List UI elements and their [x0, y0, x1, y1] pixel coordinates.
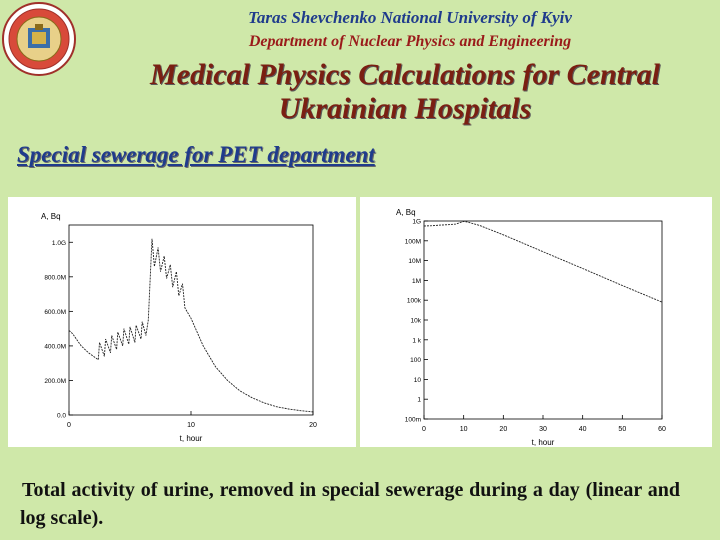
y-tick-label: 10M [408, 258, 421, 265]
x-tick-label: 40 [579, 426, 587, 433]
y-tick-label: 400.0M [44, 343, 66, 350]
x-tick-label: 30 [539, 426, 547, 433]
department-name: Department of Nuclear Physics and Engine… [248, 33, 572, 50]
x-axis-label: t, hour [180, 434, 203, 443]
section-heading-row: Special sewerage for PET department [14, 142, 375, 168]
y-tick-label: 1.0G [52, 240, 66, 247]
y-tick-label: 200.0M [44, 378, 66, 385]
slide-title: Medical Physics Calculations for Central… [149, 58, 661, 125]
x-tick-label: 0 [422, 426, 426, 433]
y-tick-label: 1 k [412, 337, 421, 344]
plot-frame [423, 220, 663, 420]
y-tick-label: 0.0 [57, 413, 66, 420]
x-axis-label: t, hour [532, 438, 555, 447]
linear-chart-panel: A, Bq t, hour 0 10 20 0.0 200.0M 400.0M 600.0M 80… [8, 197, 356, 447]
university-name: Taras Shevchenko National University of … [248, 8, 572, 27]
log-chart-panel: A, Bq t, hour 0 10 20 30 40 50 60 100m 1 10 100 1 k 10… [360, 197, 712, 447]
x-tick-label: 50 [618, 426, 626, 433]
x-tick-label: 10 [460, 426, 468, 433]
x-tick-label: 20 [499, 426, 507, 433]
y-tick-label: 600.0M [44, 309, 66, 316]
y-tick-label: 1 [417, 397, 421, 404]
activity-series-line [68, 238, 314, 413]
y-axis-label: A, Bq [396, 208, 416, 217]
y-tick-label: 10 [414, 377, 422, 384]
section-heading: Special sewerage for PET department [17, 142, 375, 167]
y-tick-label: 100M [405, 238, 421, 245]
log-activity-chart: A, Bq t, hour 0 10 20 30 40 50 60 100m 1 10 100 1 k 10… [396, 208, 666, 447]
activity-series-line [423, 220, 663, 303]
y-tick-label: 800.0M [44, 274, 66, 281]
y-tick-label: 100m [405, 417, 421, 424]
linear-activity-chart: A, Bq t, hour 0 10 20 0.0 200.0M 400.0M 600.0M 80… [41, 212, 317, 443]
x-tick-label: 20 [309, 422, 317, 429]
x-tick-label: 60 [658, 426, 666, 433]
university-logo [2, 2, 76, 76]
y-tick-label: 10k [411, 318, 422, 325]
plot-frame [68, 224, 314, 416]
x-tick-label: 10 [187, 422, 195, 429]
caption-text: Total activity of urine, removed in spec… [20, 479, 680, 529]
caption: Total activity of urine, removed in spec… [20, 476, 680, 532]
y-tick-label: 100 [410, 357, 421, 364]
y-axis-label: A, Bq [41, 212, 61, 221]
y-tick-label: 1G [412, 219, 421, 226]
x-tick-label: 0 [67, 422, 71, 429]
y-tick-label: 100k [407, 298, 422, 305]
y-tick-label: 1M [412, 278, 421, 285]
